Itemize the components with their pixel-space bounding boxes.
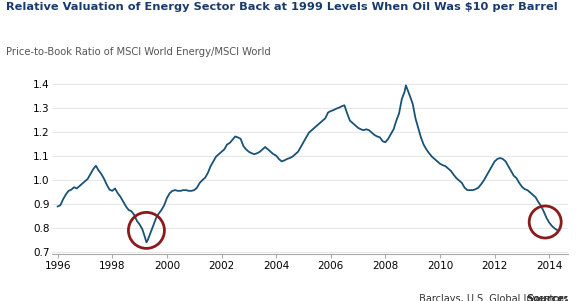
Text: Price-to-Book Ratio of MSCI World Energy/MSCI World: Price-to-Book Ratio of MSCI World Energy… xyxy=(6,47,270,57)
Text: Source:: Source: xyxy=(527,294,568,301)
Text: Barclays, U.S. Global Investors: Barclays, U.S. Global Investors xyxy=(416,294,568,301)
Text: Relative Valuation of Energy Sector Back at 1999 Levels When Oil Was $10 per Bar: Relative Valuation of Energy Sector Back… xyxy=(6,2,557,11)
